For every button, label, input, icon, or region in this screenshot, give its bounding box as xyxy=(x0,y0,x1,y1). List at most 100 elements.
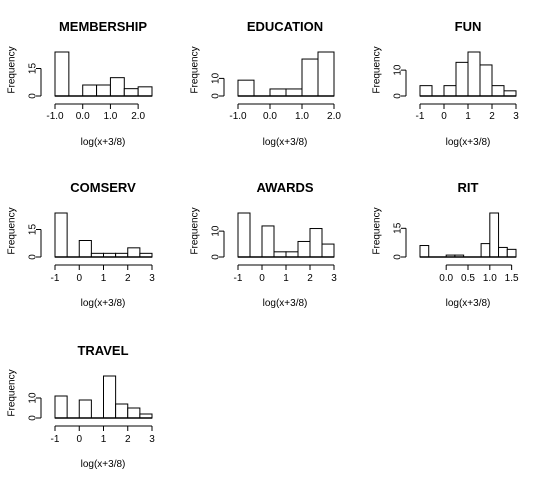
x-tick-label: 3 xyxy=(149,273,155,284)
y-tick-label: 0 xyxy=(393,254,404,260)
histogram-bar xyxy=(479,64,493,97)
x-tick-label: 1 xyxy=(465,111,471,122)
x-tick-label: 2 xyxy=(125,434,131,445)
chart-title: EDUCATION xyxy=(247,19,323,34)
y-tick-label: 15 xyxy=(28,224,39,236)
y-tick-label: 0 xyxy=(28,415,39,421)
x-tick-label: 1 xyxy=(283,273,289,284)
histogram-bar xyxy=(115,403,129,419)
y-tick-label: 15 xyxy=(28,63,39,75)
x-tick-label: 0.0 xyxy=(439,273,453,284)
histogram-bar xyxy=(54,212,68,258)
panel-education: EDUCATION -1.0 0.0 1.0 2.0 0 10 Frequency log(x+… xyxy=(190,19,342,148)
x-tick-label: 3 xyxy=(149,434,155,445)
chart-title: COMSERV xyxy=(70,180,136,195)
x-tick-label: -1.0 xyxy=(229,111,247,122)
histogram-bar xyxy=(455,61,469,97)
x-axis-label: log(x+3/8) xyxy=(81,298,126,309)
panel-fun: FUN -1 0 1 2 3 0 10 Frequency log(x+3/8) xyxy=(372,19,520,148)
y-tick-label: 0 xyxy=(28,93,39,99)
y-tick-label: 0 xyxy=(28,254,39,260)
histogram-bar xyxy=(506,248,517,258)
x-tick-label: 0 xyxy=(76,434,82,445)
histogram-bar xyxy=(78,240,92,258)
x-tick-label: -1 xyxy=(51,273,60,284)
y-tick-label: 10 xyxy=(393,64,404,76)
x-tick-label: -1.0 xyxy=(46,111,64,122)
x-tick-label: 3 xyxy=(331,273,337,284)
x-tick-label: 1.0 xyxy=(295,111,309,122)
chart-title: RIT xyxy=(458,180,479,195)
chart-title: FUN xyxy=(455,19,482,34)
x-axis-label: log(x+3/8) xyxy=(81,459,126,470)
histogram-bar xyxy=(480,243,491,258)
x-tick-label: 2.0 xyxy=(131,111,145,122)
x-tick-label: 0 xyxy=(441,111,447,122)
histogram-bar xyxy=(301,58,319,97)
histogram-bar xyxy=(489,212,500,258)
histogram-bar xyxy=(109,77,125,97)
histogram-bar xyxy=(54,395,68,419)
y-axis-label: Frequency xyxy=(372,46,383,93)
y-tick-label: 10 xyxy=(28,392,39,404)
x-tick-label: 0.0 xyxy=(263,111,277,122)
histogram-bar xyxy=(498,246,508,258)
y-tick-label: 0 xyxy=(211,254,222,260)
x-tick-label: 3 xyxy=(513,111,519,122)
x-tick-label: 0.0 xyxy=(76,111,90,122)
histogram-bar xyxy=(503,90,517,97)
histogram-bar xyxy=(82,84,98,97)
panel-travel: TRAVEL -1 0 1 2 3 0 10 Frequency log(x+3/8) xyxy=(7,343,156,470)
histogram-bar xyxy=(309,228,323,258)
chart-title: MEMBERSHIP xyxy=(59,19,147,34)
histogram-bar xyxy=(467,51,481,97)
x-tick-label: -1 xyxy=(234,273,243,284)
x-tick-label: 0 xyxy=(259,273,265,284)
histogram-bar xyxy=(237,212,251,258)
panel-awards: AWARDS -1 0 1 2 3 0 10 Frequency log(x+3/8) xyxy=(190,180,338,309)
histogram-bar xyxy=(321,243,335,258)
histogram-bar xyxy=(419,85,433,97)
panel-comserv: COMSERV -1 0 1 2 3 0 15 Frequency log(x+3/8) xyxy=(7,180,156,309)
histogram-bar xyxy=(103,375,117,419)
y-axis-label: Frequency xyxy=(372,207,383,254)
histogram-bar xyxy=(78,399,92,419)
x-tick-label: 2 xyxy=(489,111,495,122)
y-tick-label: 15 xyxy=(393,222,404,234)
x-axis-label: log(x+3/8) xyxy=(446,137,491,148)
histogram-bar xyxy=(261,225,275,258)
x-tick-label: 1 xyxy=(101,273,107,284)
y-tick-label: 10 xyxy=(211,72,222,84)
histogram-bar xyxy=(285,251,299,258)
x-tick-label: -1 xyxy=(51,434,60,445)
x-axis-label: log(x+3/8) xyxy=(81,137,126,148)
x-tick-label: 0 xyxy=(76,273,82,284)
histogram-bar xyxy=(269,88,287,97)
histogram-bar xyxy=(127,247,141,258)
histogram-bar xyxy=(127,407,141,419)
histogram-bar xyxy=(491,85,505,97)
histogram-bar xyxy=(419,245,430,258)
panel-rit: RIT 0.0 0.5 1.0 1.5 0 15 Frequency log(x+3/8) xyxy=(372,180,519,309)
panel-membership: MEMBERSHIP -1.0 0.0 1.0 2.0 0 15 Frequency log(x… xyxy=(7,19,153,148)
y-axis-label: Frequency xyxy=(7,369,18,416)
histogram-bar xyxy=(96,84,111,97)
y-tick-label: 10 xyxy=(211,225,222,237)
y-axis-label: Frequency xyxy=(190,46,201,93)
x-axis-label: log(x+3/8) xyxy=(263,137,308,148)
x-tick-label: 1.0 xyxy=(103,111,117,122)
x-tick-label: 2 xyxy=(307,273,313,284)
x-tick-label: 2 xyxy=(125,273,131,284)
x-tick-label: 1.5 xyxy=(505,273,519,284)
x-axis-label: log(x+3/8) xyxy=(263,298,308,309)
histogram-bar xyxy=(54,51,70,97)
histogram-bar xyxy=(237,79,255,97)
y-tick-label: 0 xyxy=(211,93,222,99)
histogram-bar xyxy=(137,86,153,97)
y-axis-label: Frequency xyxy=(190,207,201,254)
x-tick-label: 0.5 xyxy=(461,273,475,284)
histogram-bar xyxy=(273,251,287,258)
histogram-bar xyxy=(297,240,311,258)
x-tick-label: 1.0 xyxy=(483,273,497,284)
y-tick-label: 0 xyxy=(393,93,404,99)
